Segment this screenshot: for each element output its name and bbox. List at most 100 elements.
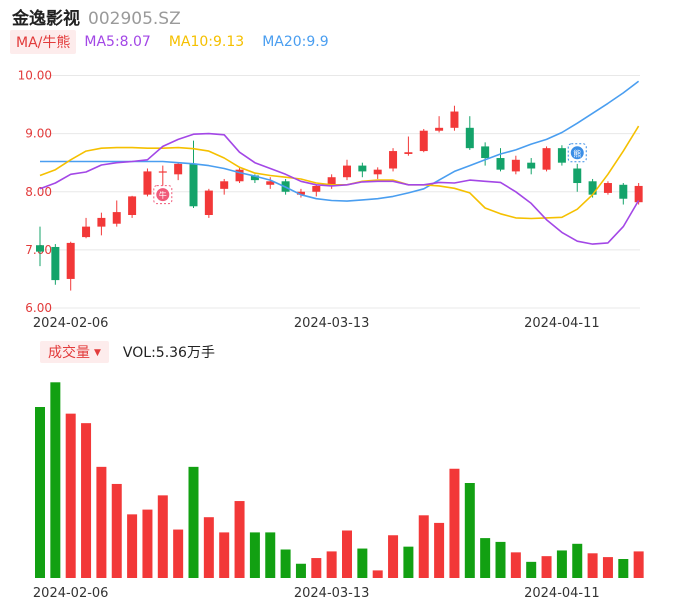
volume-toggle-label: 成交量 xyxy=(48,345,90,361)
candle-down[interactable] xyxy=(527,162,536,169)
candle-down[interactable] xyxy=(573,168,582,184)
candle-up[interactable] xyxy=(312,185,321,192)
candle-down[interactable] xyxy=(250,175,259,181)
volume-bar-up[interactable] xyxy=(142,509,153,578)
volume-bar-down[interactable] xyxy=(265,532,276,578)
volume-bar-up[interactable] xyxy=(81,423,92,578)
candle-up[interactable] xyxy=(204,190,213,215)
stock-name: 金逸影视 xyxy=(12,9,80,29)
candle-up[interactable] xyxy=(435,127,444,131)
price-tick-label: 10.00 xyxy=(18,69,52,83)
volume-bar-down[interactable] xyxy=(618,559,629,578)
volume-bar-down[interactable] xyxy=(295,563,306,578)
candle-up[interactable] xyxy=(343,165,351,178)
volume-bar-down[interactable] xyxy=(572,543,583,578)
candle-up[interactable] xyxy=(327,177,336,186)
candle-up[interactable] xyxy=(82,226,91,238)
candle-up[interactable] xyxy=(66,242,75,279)
volume-value: VOL:5.36万手 xyxy=(122,345,215,361)
candle-up[interactable] xyxy=(419,130,428,152)
volume-bar-up[interactable] xyxy=(633,551,644,578)
bull-badge-icon[interactable] xyxy=(156,188,170,202)
ma20-legend: MA20:9.9 xyxy=(262,34,329,50)
volume-bar-up[interactable] xyxy=(111,483,122,578)
price-date-label: 2024-04-11 xyxy=(524,316,600,331)
volume-bar-up[interactable] xyxy=(587,553,598,578)
candle-up[interactable] xyxy=(97,217,106,227)
candle-up[interactable] xyxy=(296,191,305,195)
volume-bar-down[interactable] xyxy=(35,407,45,578)
candle-up[interactable] xyxy=(266,181,275,185)
stock-header: 金逸影视 002905.SZ xyxy=(12,4,181,30)
volume-bar-down[interactable] xyxy=(357,548,368,578)
candle-down[interactable] xyxy=(557,148,566,163)
candle-up[interactable] xyxy=(158,171,167,173)
volume-bar-up[interactable] xyxy=(96,466,107,578)
bear-badge-icon[interactable] xyxy=(570,146,584,160)
volume-bar-up[interactable] xyxy=(157,495,168,578)
volume-bar-down[interactable] xyxy=(249,532,260,578)
candle-down[interactable] xyxy=(465,127,474,149)
candle-down[interactable] xyxy=(189,163,198,207)
volume-bar-up[interactable] xyxy=(434,522,445,578)
candle-up[interactable] xyxy=(542,148,551,170)
volume-bar-up[interactable] xyxy=(65,413,76,578)
volume-bar-up[interactable] xyxy=(203,517,214,578)
volume-bar-up[interactable] xyxy=(311,558,322,578)
volume-bar-up[interactable] xyxy=(602,557,613,578)
candle-up[interactable] xyxy=(404,152,413,154)
volume-bar-up[interactable] xyxy=(510,552,521,578)
volume-bar-up[interactable] xyxy=(234,501,245,578)
volume-bar-up[interactable] xyxy=(127,514,138,578)
price-tick-label: 8.00 xyxy=(25,185,52,199)
volume-date-label: 2024-03-13 xyxy=(294,586,370,601)
candle-up[interactable] xyxy=(112,212,121,224)
candle-up[interactable] xyxy=(511,159,520,172)
price-tick-label: 9.00 xyxy=(25,127,52,141)
ma5-line xyxy=(39,132,640,245)
candle-up[interactable] xyxy=(450,111,459,128)
volume-bar-up[interactable] xyxy=(173,529,184,578)
volume-bar-down[interactable] xyxy=(403,546,414,578)
ma-legend: MA/牛熊 MA5:8.07 MA10:9.13 MA20:9.9 xyxy=(10,30,343,54)
volume-bar-up[interactable] xyxy=(326,551,337,578)
volume-bar-down[interactable] xyxy=(188,466,199,578)
candle-down[interactable] xyxy=(588,181,597,195)
candle-up[interactable] xyxy=(603,183,612,193)
volume-bar-down[interactable] xyxy=(464,483,475,578)
candle-up[interactable] xyxy=(235,169,244,182)
volume-bar-up[interactable] xyxy=(342,530,352,579)
volume-indicator-toggle[interactable]: 成交量 ▼ xyxy=(40,341,109,363)
candle-up[interactable] xyxy=(389,151,398,169)
candle-down[interactable] xyxy=(496,158,505,170)
candle-down[interactable] xyxy=(481,146,490,159)
candle-down[interactable] xyxy=(36,245,44,252)
volume-bar-up[interactable] xyxy=(449,468,460,578)
candle-up[interactable] xyxy=(174,163,183,175)
stock-code: 002905.SZ xyxy=(88,9,181,29)
candle-down[interactable] xyxy=(619,184,628,199)
candle-up[interactable] xyxy=(128,196,137,215)
candle-down[interactable] xyxy=(358,165,367,172)
volume-bar-down[interactable] xyxy=(526,561,537,578)
volume-date-label: 2024-02-06 xyxy=(33,586,109,601)
volume-bar-down[interactable] xyxy=(556,550,567,578)
volume-bar-up[interactable] xyxy=(219,532,230,578)
volume-bar-down[interactable] xyxy=(280,549,291,579)
volume-bar-down[interactable] xyxy=(495,541,506,578)
volume-bar-up[interactable] xyxy=(372,570,383,578)
volume-bar-up[interactable] xyxy=(388,535,399,578)
candle-up[interactable] xyxy=(634,185,643,203)
candle-up[interactable] xyxy=(373,169,382,175)
ma10-legend: MA10:9.13 xyxy=(168,34,245,50)
volume-bar-up[interactable] xyxy=(418,515,429,578)
candle-up[interactable] xyxy=(220,181,229,189)
candle-down[interactable] xyxy=(51,246,60,281)
ma-indicator-toggle[interactable]: MA/牛熊 xyxy=(10,30,77,54)
volume-bar-down[interactable] xyxy=(50,382,61,578)
candle-up[interactable] xyxy=(143,171,152,195)
volume-legend: 成交量 ▼ VOL:5.36万手 xyxy=(40,341,215,363)
volume-bar-up[interactable] xyxy=(541,556,552,578)
volume-bar-down[interactable] xyxy=(480,538,491,578)
